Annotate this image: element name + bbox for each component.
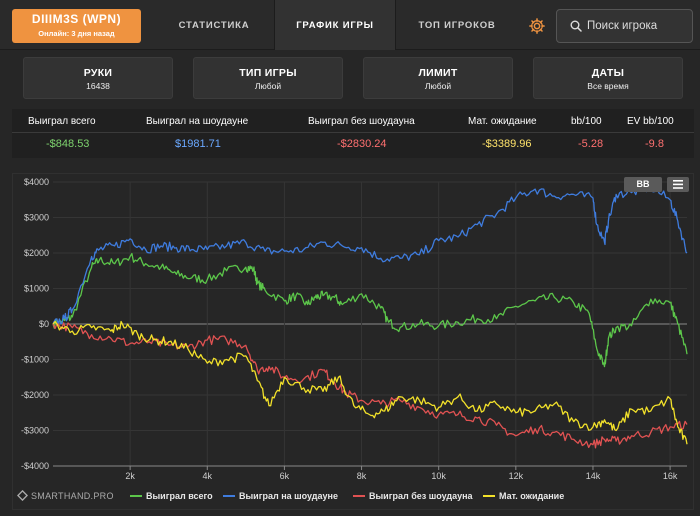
search-box[interactable] [556, 9, 693, 43]
stat-value-bb100: -5.28 [578, 138, 604, 150]
series-line-2 [52, 322, 688, 449]
filter-limit-title: ЛИМИТ [418, 67, 458, 79]
filter-game-type[interactable]: ТИП ИГРЫ Любой [193, 57, 343, 99]
y-tick-label: -$2000 [21, 390, 49, 400]
player-badge[interactable]: DIIIM3S (WPN) Онлайн: 3 дня назад [12, 9, 141, 43]
y-tick-label: -$1000 [21, 355, 49, 365]
x-tick-label: 16k [663, 471, 678, 481]
filter-limit[interactable]: ЛИМИТ Любой [363, 57, 513, 99]
stat-value-total: -$848.53 [46, 138, 90, 150]
y-tick-label: $1000 [24, 284, 49, 294]
stat-value-ev: -$3389.96 [482, 138, 532, 150]
y-tick-label: $2000 [24, 248, 49, 258]
stat-header-ev: Мат. ожидание [468, 116, 537, 127]
series-line-3 [52, 320, 688, 445]
menu-icon [673, 180, 683, 189]
legend-label: Мат. ожидание [499, 491, 564, 501]
filter-hands-title: РУКИ [83, 67, 113, 79]
filter-dates[interactable]: ДАТЫ Все время [533, 57, 683, 99]
smarthand-logo-icon [16, 489, 29, 502]
stat-value-ev-bb100: -9.8 [645, 138, 664, 150]
filter-limit-value: Любой [424, 81, 452, 91]
filter-game-type-value: Любой [254, 81, 282, 91]
player-name: DIIIM3S (WPN) [31, 12, 122, 26]
series-line-0 [52, 252, 688, 368]
search-input[interactable] [587, 16, 687, 36]
top-bar: DIIIM3S (WPN) Онлайн: 3 дня назад СТАТИС… [0, 0, 700, 50]
legend-label: Выиграл без шоудауна [369, 491, 474, 501]
y-tick-label: $3000 [24, 213, 49, 223]
x-tick-label: 10k [431, 471, 446, 481]
legend-label: Выиграл всего [146, 491, 213, 501]
stat-header-showdown: Выиграл на шоудауне [146, 116, 249, 127]
legend-label: Выиграл на шоудауне [239, 491, 338, 501]
stat-header-total: Выиграл всего [28, 116, 96, 127]
chart-panel: $4000 $3000 $2000 $1000 $0 -$1000 -$2000 -$3000… [12, 173, 694, 510]
stats-divider [12, 132, 694, 133]
x-tick-label: 2k [125, 471, 135, 481]
y-tick-label: $0 [39, 319, 49, 329]
series-line-1 [52, 183, 688, 326]
x-tick-label: 8k [357, 471, 367, 481]
filter-hands[interactable]: РУКИ 16438 [23, 57, 173, 99]
filter-game-type-title: ТИП ИГРЫ [239, 67, 297, 79]
filter-hands-value: 16438 [86, 81, 110, 91]
player-status: Онлайн: 3 дня назад [38, 29, 115, 38]
stat-header-non-showdown: Выиграл без шоудауна [308, 116, 415, 127]
filter-dates-value: Все время [587, 81, 629, 91]
stat-value-showdown: $1981.71 [175, 138, 221, 150]
x-tick-label: 14k [586, 471, 601, 481]
stat-value-non-showdown: -$2830.24 [337, 138, 387, 150]
y-tick-label: -$4000 [21, 461, 49, 471]
profit-chart[interactable]: $4000 $3000 $2000 $1000 $0 -$1000 -$2000 -$3000… [13, 174, 693, 509]
filter-dates-title: ДАТЫ [591, 67, 625, 79]
y-tick-label: $4000 [24, 177, 49, 187]
x-tick-label: 4k [203, 471, 213, 481]
x-tick-label: 6k [280, 471, 290, 481]
tab-top-players[interactable]: ТОП ИГРОКОВ [418, 20, 496, 31]
y-tick-label: -$3000 [21, 426, 49, 436]
stats-table: Выиграл всего Выиграл на шоудауне Выигра… [12, 109, 694, 158]
tab-game-graph[interactable]: ГРАФИК ИГРЫ [274, 0, 396, 50]
brand-name: SMARTHAND.PRO [31, 491, 114, 501]
tab-statistics[interactable]: СТАТИСТИКА [178, 20, 250, 31]
stat-header-ev-bb100: EV bb/100 [627, 116, 674, 127]
brand-logo: SMARTHAND.PRO [16, 489, 114, 502]
stat-header-bb100: bb/100 [571, 116, 602, 127]
search-icon [570, 20, 582, 32]
gear-icon[interactable] [528, 17, 546, 35]
chart-menu-button[interactable] [667, 177, 689, 192]
x-tick-label: 12k [509, 471, 524, 481]
bb-toggle-button[interactable]: BB [624, 177, 662, 192]
